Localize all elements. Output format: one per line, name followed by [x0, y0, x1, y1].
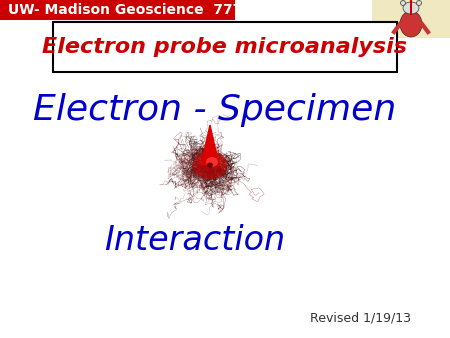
- Text: UW- Madison Geoscience  777: UW- Madison Geoscience 777: [8, 3, 242, 17]
- Ellipse shape: [206, 157, 218, 167]
- Polygon shape: [201, 125, 219, 165]
- Text: Electron probe microanalysis: Electron probe microanalysis: [42, 37, 408, 57]
- FancyBboxPatch shape: [53, 22, 397, 72]
- Text: Interaction: Interaction: [104, 223, 286, 257]
- Text: Electron - Specimen: Electron - Specimen: [33, 93, 396, 127]
- Ellipse shape: [400, 0, 405, 5]
- Ellipse shape: [400, 11, 422, 37]
- Ellipse shape: [207, 163, 213, 168]
- Text: Revised 1/19/13: Revised 1/19/13: [310, 312, 410, 324]
- Bar: [0, 0, 235, 20]
- Ellipse shape: [193, 151, 228, 179]
- Ellipse shape: [417, 0, 422, 5]
- Ellipse shape: [403, 2, 419, 14]
- Bar: [372, 0, 450, 38]
